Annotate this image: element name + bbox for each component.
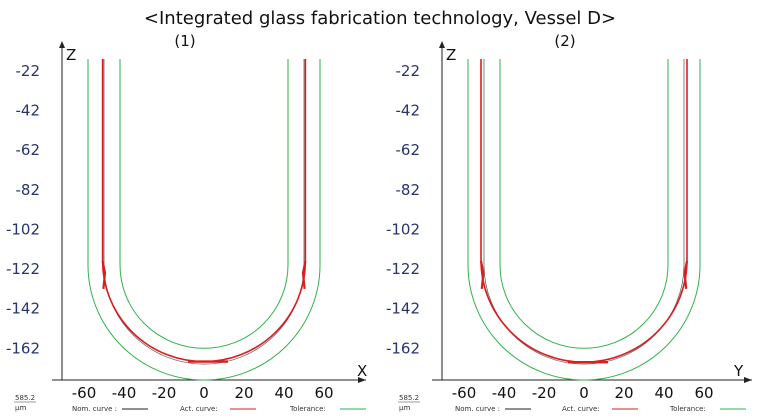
y-tick-label: -42 bbox=[16, 101, 41, 119]
y-tick-label: -42 bbox=[396, 101, 421, 119]
tolerance-inner-curve bbox=[119, 58, 289, 349]
y-tick-label: -142 bbox=[386, 300, 420, 318]
x-tick-label: -60 bbox=[452, 384, 477, 402]
y-tick-label: -82 bbox=[16, 181, 41, 199]
x-axis-label: X bbox=[357, 362, 367, 380]
x-tick-label: 0 bbox=[579, 384, 589, 402]
x-tick-label: -40 bbox=[112, 384, 137, 402]
legend-actual-label: Act. curve: bbox=[562, 405, 600, 413]
scale-unit: µm bbox=[15, 404, 26, 412]
y-tick-label: -22 bbox=[396, 62, 421, 80]
x-axis-arrow bbox=[744, 377, 752, 383]
y-tick-label: -102 bbox=[6, 220, 40, 238]
x-tick-label: -40 bbox=[492, 384, 517, 402]
x-tick-label: 60 bbox=[694, 384, 713, 402]
actual-curve bbox=[101, 58, 307, 363]
x-tick-label: 20 bbox=[234, 384, 253, 402]
x-tick-label: -20 bbox=[152, 384, 177, 402]
actual-deviation-mark bbox=[301, 260, 307, 289]
x-tick-label: -20 bbox=[532, 384, 557, 402]
x-tick-label: 60 bbox=[314, 384, 333, 402]
actual-curve bbox=[480, 58, 688, 363]
y-tick-label: -122 bbox=[386, 260, 420, 278]
figure-title: <Integrated glass fabrication technology… bbox=[144, 8, 616, 29]
panel-label: (2) bbox=[554, 32, 575, 50]
z-axis-label: Z bbox=[66, 46, 76, 64]
actual-deviation-mark bbox=[683, 260, 689, 289]
scale-value: 585.2 bbox=[15, 394, 35, 402]
y-tick-label: -62 bbox=[396, 141, 421, 159]
y-tick-label: -142 bbox=[6, 300, 40, 318]
tolerance-inner-curve bbox=[499, 58, 669, 349]
legend-actual-label: Act. curve: bbox=[180, 405, 218, 413]
x-tick-label: 20 bbox=[614, 384, 633, 402]
y-tick-label: -22 bbox=[16, 62, 41, 80]
tolerance-outer-curve bbox=[467, 58, 701, 381]
y-tick-label: -122 bbox=[6, 260, 40, 278]
x-tick-label: 40 bbox=[274, 384, 293, 402]
nominal-curve bbox=[483, 58, 685, 365]
x-tick-label: 0 bbox=[199, 384, 209, 402]
scale-unit: µm bbox=[399, 404, 410, 412]
panel-1: (1) Z X -22 -42 -62 -82 -102 -122 -142 -162 -60 -40-… bbox=[6, 32, 367, 413]
z-axis-arrow bbox=[439, 41, 445, 48]
actual-deviation-mark bbox=[479, 260, 485, 289]
y-tick-label: -82 bbox=[396, 181, 421, 199]
z-axis-label: Z bbox=[446, 46, 456, 64]
y-tick-label: -162 bbox=[386, 339, 420, 357]
y-tick-label: -102 bbox=[386, 220, 420, 238]
legend-nominal-label: Nom. curve : bbox=[72, 405, 117, 413]
legend-tolerance-label: Tolerance: bbox=[289, 405, 326, 413]
z-axis-arrow bbox=[59, 41, 65, 48]
y-tick-label: -162 bbox=[6, 339, 40, 357]
x-tick-label: -60 bbox=[72, 384, 97, 402]
x-axis-arrow bbox=[358, 377, 366, 383]
tolerance-outer-curve bbox=[87, 58, 321, 381]
legend-nominal-label: Nom. curve : bbox=[455, 405, 500, 413]
y-tick-label: -62 bbox=[16, 141, 41, 159]
panel-2: (2) Z Y -22 -42 -62 -82 -102 -122 -142 -162 -60 -40-… bbox=[386, 32, 752, 413]
scale-value: 585.2 bbox=[399, 394, 419, 402]
actual-deviation-mark bbox=[101, 260, 107, 289]
x-tick-label: 40 bbox=[654, 384, 673, 402]
x-axis-label: Y bbox=[733, 362, 744, 380]
nominal-curve bbox=[103, 58, 305, 365]
panel-label: (1) bbox=[174, 32, 195, 50]
legend-tolerance-label: Tolerance: bbox=[669, 405, 706, 413]
